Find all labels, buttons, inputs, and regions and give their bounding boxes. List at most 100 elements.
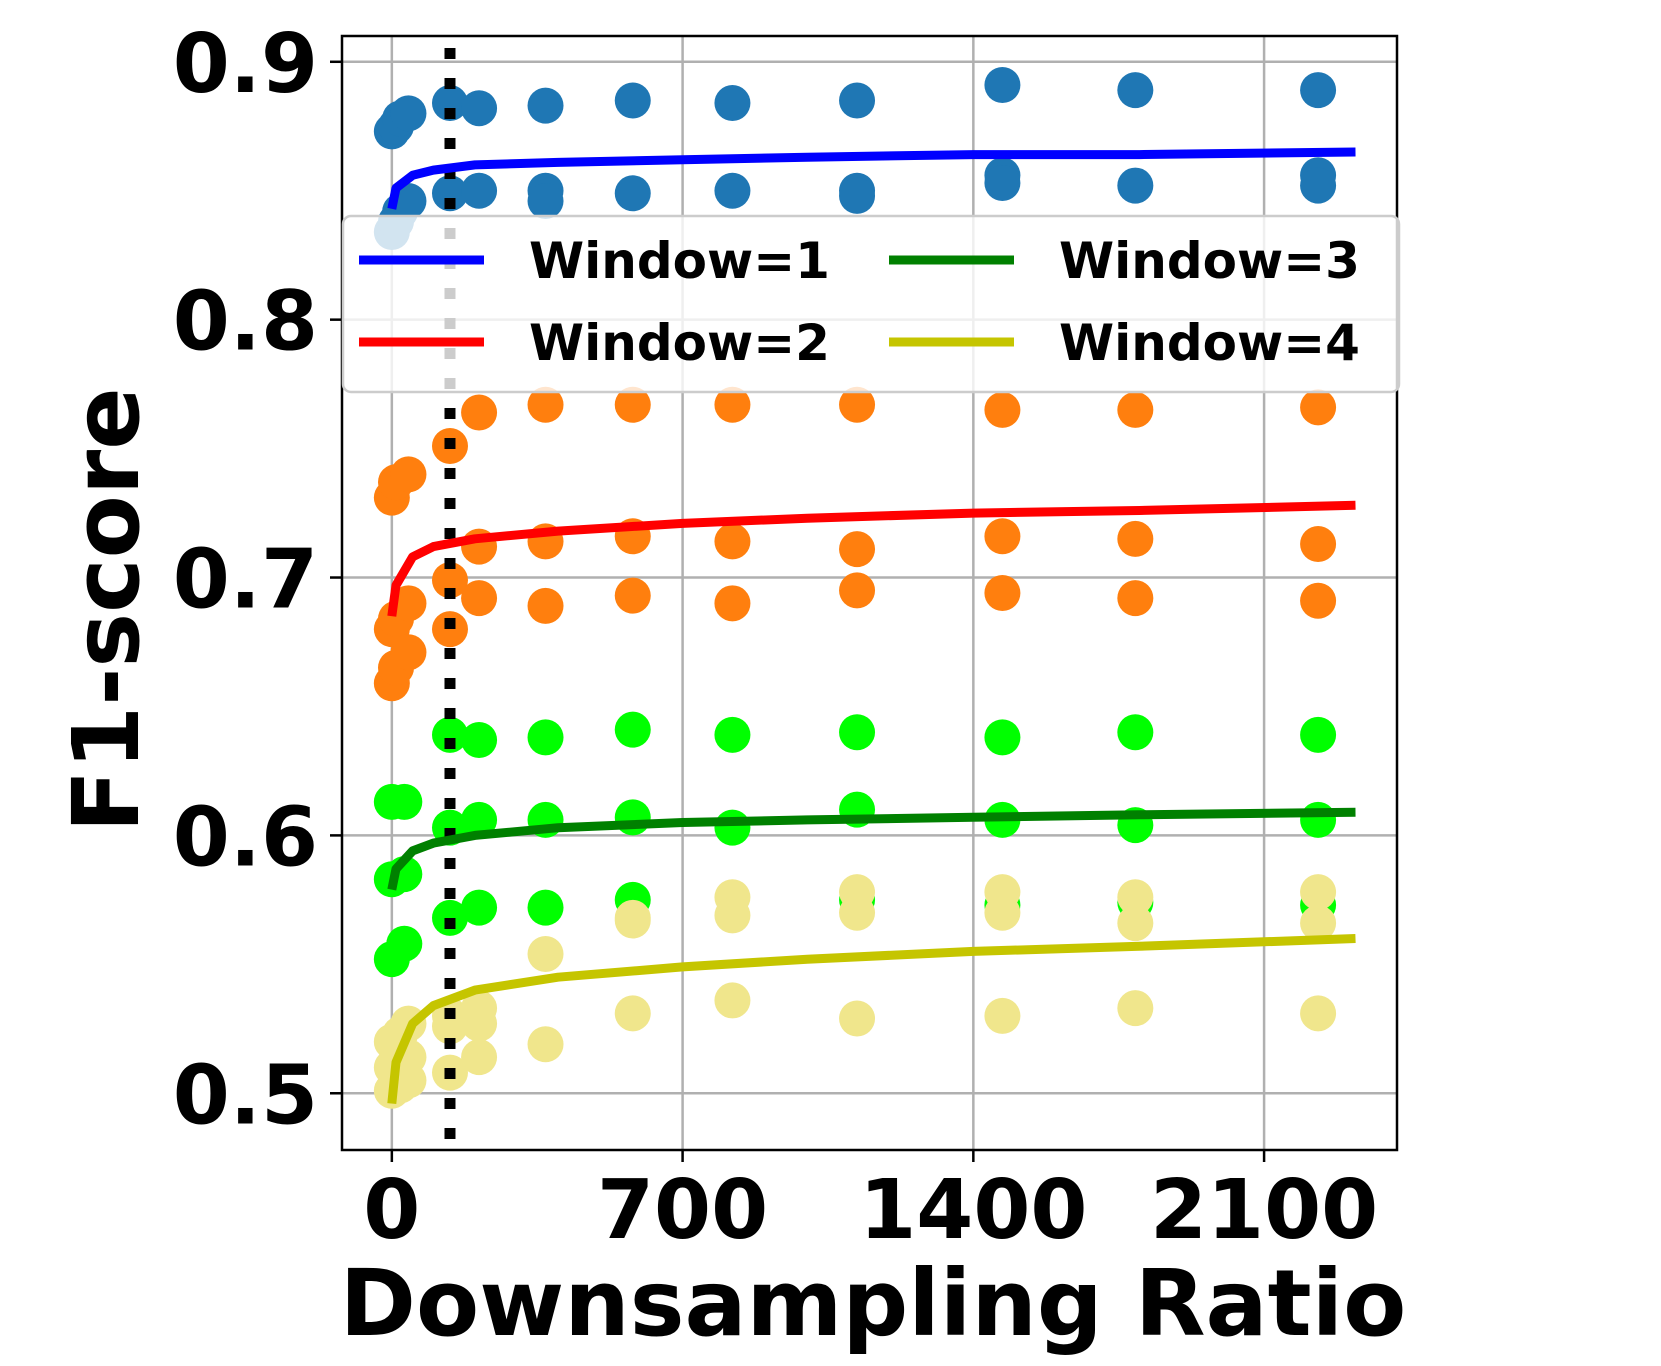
scatter-point — [614, 386, 651, 423]
curve-window-4 — [387, 934, 1356, 1105]
scatter-point — [614, 799, 651, 836]
scatter-point — [1117, 167, 1154, 204]
scatter-point — [527, 936, 564, 973]
scatter-point — [431, 562, 468, 599]
scatter-point — [527, 183, 564, 220]
scatter-point — [984, 391, 1021, 428]
scatter-point — [386, 925, 423, 962]
x-axis-label: Downsampling Ratio — [340, 1250, 1407, 1357]
scatter-point — [527, 719, 564, 756]
scatter-point — [390, 456, 427, 493]
scatter-point — [1300, 874, 1337, 911]
scatter-point — [984, 894, 1021, 931]
scatter-point — [1117, 714, 1154, 751]
scatter-point — [461, 721, 498, 758]
scatter-point — [839, 177, 876, 214]
x-tick-label: 700 — [597, 1163, 768, 1258]
scatter-point — [839, 82, 876, 119]
scatter-point — [984, 997, 1021, 1034]
scatter-point — [714, 85, 751, 122]
scatter-point — [614, 995, 651, 1032]
scatter-point — [461, 889, 498, 926]
legend-box — [341, 214, 1401, 394]
scatter-point — [714, 716, 751, 753]
curve-window-3 — [387, 807, 1356, 891]
scatter-point — [1117, 879, 1154, 916]
scatter-point — [1117, 72, 1154, 109]
scatter-point — [1300, 389, 1337, 426]
legend-label: Window=4 — [1059, 314, 1360, 372]
legend-label: Window=3 — [1059, 232, 1360, 290]
scatter-point — [839, 572, 876, 609]
scatter-point — [431, 716, 468, 753]
scatter-point — [461, 90, 498, 127]
scatter-point — [1300, 801, 1337, 838]
scatter-point — [461, 172, 498, 209]
fit-curves — [387, 147, 1356, 1105]
scatter-point — [1117, 905, 1154, 942]
scatter-point — [431, 175, 468, 212]
scatter-point — [390, 585, 427, 622]
scatter-point — [1300, 716, 1337, 753]
scatter-point — [984, 66, 1021, 103]
axis-ticks: 0 700 1400 2100 0.5 0.6 0.7 0.8 0.9 — [173, 17, 1378, 1258]
curve-window-1 — [387, 147, 1356, 210]
scatter-point — [431, 1008, 468, 1045]
scatter-point — [714, 523, 751, 560]
scatter-point — [527, 587, 564, 624]
y-tick-label: 0.5 — [173, 1048, 318, 1143]
y-axis-label: F1-score — [53, 387, 160, 832]
scatter-point — [714, 172, 751, 209]
scatter-point — [839, 1000, 876, 1037]
scatter-point — [461, 1005, 498, 1042]
scatter-point — [714, 585, 751, 622]
legend: Window=1 Window=2 Window=3 Window=4 — [341, 214, 1401, 394]
scatter-point — [390, 95, 427, 132]
scatter-point — [431, 85, 468, 122]
curve-window-2 — [387, 500, 1356, 617]
scatter-point — [431, 611, 468, 648]
x-tick-label: 2100 — [1150, 1163, 1378, 1258]
scatter-point — [714, 386, 751, 423]
x-tick-label: 0 — [363, 1163, 420, 1258]
scatter-point — [839, 386, 876, 423]
scatter-point — [839, 894, 876, 931]
legend-label: Window=2 — [529, 314, 830, 372]
y-tick-label: 0.8 — [173, 275, 318, 370]
scatter-point — [461, 394, 498, 431]
scatter-point — [431, 899, 468, 936]
scatter-point — [614, 175, 651, 212]
scatter-point — [984, 575, 1021, 611]
scatter-point — [614, 711, 651, 748]
scatter-point — [614, 577, 651, 614]
scatter-point — [614, 82, 651, 119]
scatter-point — [1300, 582, 1337, 619]
legend-label: Window=1 — [529, 232, 830, 290]
scatter-point — [984, 719, 1021, 756]
scatter-point — [1300, 167, 1337, 204]
scatter-point — [714, 982, 751, 1019]
scatter-point — [1300, 526, 1337, 563]
scatter-point — [714, 809, 751, 846]
scatter-point — [1117, 391, 1154, 428]
x-tick-label: 1400 — [859, 1163, 1087, 1258]
scatter-point — [1117, 580, 1154, 617]
scatter-point — [386, 783, 423, 820]
scatter-point — [527, 87, 564, 124]
scatter-point — [461, 580, 498, 617]
plot-frame — [340, 34, 1399, 1152]
scatter-point — [1300, 72, 1337, 109]
scatter-point — [984, 518, 1021, 555]
scatter-point — [527, 1026, 564, 1063]
scatter-point — [1300, 905, 1337, 942]
scatter-point — [614, 902, 651, 939]
scatter-point — [984, 164, 1021, 201]
scatter-point — [390, 634, 427, 671]
scatter-point — [461, 801, 498, 838]
y-tick-label: 0.6 — [173, 790, 318, 885]
y-tick-label: 0.7 — [173, 533, 318, 628]
scatter-point — [714, 897, 751, 934]
scatter-point — [527, 889, 564, 926]
